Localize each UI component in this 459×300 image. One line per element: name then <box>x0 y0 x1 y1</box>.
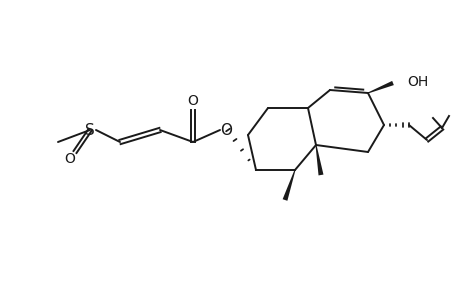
Text: O: O <box>64 152 75 166</box>
Text: O: O <box>187 94 198 108</box>
Polygon shape <box>282 170 295 201</box>
Text: OH: OH <box>406 75 427 89</box>
Polygon shape <box>315 145 323 176</box>
Text: S: S <box>85 122 95 137</box>
Text: O: O <box>219 122 231 137</box>
Polygon shape <box>367 81 393 94</box>
